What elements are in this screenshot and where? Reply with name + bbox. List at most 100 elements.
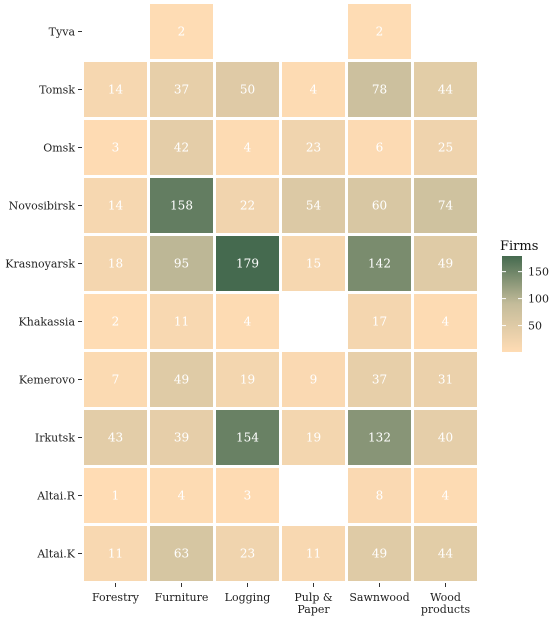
cell-value-label: 37 — [174, 83, 189, 97]
cell-value-label: 78 — [372, 83, 387, 97]
cell-value-label: 49 — [372, 547, 387, 561]
cell-value-label: 44 — [438, 83, 454, 97]
y-tick-label: Irkutsk — [35, 432, 75, 445]
heatmap-cell — [414, 352, 477, 407]
heatmap-cell — [348, 4, 411, 59]
y-tick-label: Novosibirsk — [9, 200, 76, 213]
heatmap-cell — [348, 178, 411, 233]
heatmap-cell — [150, 294, 213, 349]
cell-value-label: 2 — [376, 25, 384, 39]
cell-value-label: 50 — [240, 83, 255, 97]
heatmap-cell — [84, 178, 147, 233]
heatmap-cell — [150, 236, 213, 291]
x-tick-label: Furniture — [155, 591, 209, 604]
heatmap-cell — [150, 62, 213, 117]
cell-value-label: 25 — [438, 141, 453, 155]
cell-value-label: 7 — [112, 373, 120, 387]
heatmap-cell — [84, 410, 147, 465]
y-tick-label: Kemerovo — [19, 374, 75, 387]
cell-value-label: 18 — [108, 257, 123, 271]
legend-tick-label: 50 — [528, 320, 542, 333]
cell-value-label: 44 — [438, 547, 454, 561]
cell-value-label: 11 — [174, 315, 189, 329]
cell-value-label: 39 — [174, 431, 189, 445]
cell-value-label: 54 — [306, 199, 322, 213]
y-tick-label: Krasnoyarsk — [5, 258, 75, 271]
heatmap-cell — [414, 410, 477, 465]
cell-value-label: 132 — [368, 431, 391, 445]
cell-value-label: 4 — [442, 489, 450, 503]
cell-value-label: 142 — [368, 257, 391, 271]
heatmap-cell — [348, 120, 411, 175]
cell-value-label: 1 — [112, 489, 120, 503]
heatmap-cell — [84, 468, 147, 523]
cell-value-label: 19 — [240, 373, 255, 387]
y-axis: Tyva Tomsk Omsk Novosibirsk Krasnoyarsk Khaka… — [5, 26, 82, 561]
heatmap-cell — [282, 62, 345, 117]
x-tick-label: Pulp & Paper — [294, 591, 333, 616]
heatmap-cell — [216, 468, 279, 523]
heatmap-cell — [150, 178, 213, 233]
cell-value-label: 2 — [112, 315, 120, 329]
heatmap-cell — [282, 120, 345, 175]
cell-value-label: 43 — [108, 431, 123, 445]
heatmap-cell — [150, 468, 213, 523]
cell-value-label: 22 — [240, 199, 255, 213]
cell-value-label: 42 — [174, 141, 189, 155]
legend-tick-label: 150 — [528, 266, 549, 279]
cell-value-label: 49 — [174, 373, 189, 387]
x-axis: Forestry Furniture Logging Pulp & Paper Sawnw… — [92, 583, 470, 616]
heatmap-cell — [348, 468, 411, 523]
heatmap-cell — [216, 410, 279, 465]
cell-value-label: 40 — [438, 431, 453, 445]
legend-tick-label: 100 — [528, 293, 549, 306]
cell-value-label: 158 — [170, 199, 193, 213]
color-legend: Firms 50 100 150 — [500, 239, 549, 352]
cell-value-label: 8 — [376, 489, 384, 503]
cell-value-label: 17 — [372, 315, 387, 329]
y-tick-label: Khakassia — [19, 316, 76, 329]
legend-ticks: 50 100 150 — [502, 266, 549, 333]
cell-value-label: 6 — [376, 141, 384, 155]
legend-title: Firms — [500, 239, 538, 254]
y-tick-label: Tyva — [49, 26, 76, 39]
heatmap-cell — [414, 236, 477, 291]
x-tick-label: Logging — [225, 591, 271, 604]
heatmap-cell — [150, 4, 213, 59]
cell-value-label: 74 — [438, 199, 454, 213]
heatmap-cell — [282, 178, 345, 233]
cell-value-label: 15 — [306, 257, 321, 271]
cell-value-label: 4 — [310, 83, 318, 97]
heatmap-cell — [414, 294, 477, 349]
heatmap-cell — [150, 352, 213, 407]
cell-value-label: 60 — [372, 199, 387, 213]
cell-value-label: 2 — [178, 25, 186, 39]
heatmap-cell — [84, 62, 147, 117]
heatmap-cell — [414, 62, 477, 117]
cell-value-label: 37 — [372, 373, 387, 387]
heatmap-cell — [414, 526, 477, 581]
heatmap-cell — [282, 236, 345, 291]
heatmap-cell — [216, 178, 279, 233]
heatmap-cell — [216, 236, 279, 291]
cell-value-label: 14 — [108, 199, 124, 213]
y-tick-label: Altai.R — [36, 490, 75, 503]
cell-value-label: 49 — [438, 257, 453, 271]
heatmap-cell — [150, 120, 213, 175]
cell-value-label: 3 — [112, 141, 120, 155]
heatmap-cell — [216, 120, 279, 175]
cell-value-label: 19 — [306, 431, 321, 445]
x-tick-label: Sawnwood — [349, 591, 409, 604]
cell-value-label: 63 — [174, 547, 189, 561]
heatmap-cell — [150, 410, 213, 465]
legend-colorbar — [502, 256, 522, 352]
y-tick-label: Altai.K — [36, 548, 75, 561]
heatmap-cell — [348, 352, 411, 407]
heatmap-cell — [348, 294, 411, 349]
heatmap-cell — [348, 236, 411, 291]
cell-value-label: 4 — [244, 141, 252, 155]
cell-value-label: 95 — [174, 257, 189, 271]
heatmap-cell — [282, 526, 345, 581]
cell-value-label: 154 — [236, 431, 259, 445]
